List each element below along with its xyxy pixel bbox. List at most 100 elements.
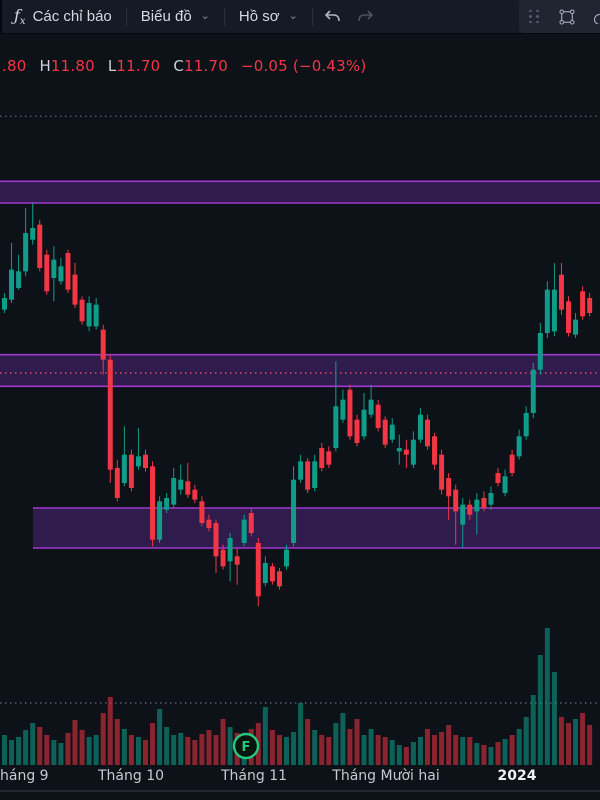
volume-bar [37, 727, 43, 765]
high-label: H [39, 57, 51, 75]
volume-bar [65, 733, 71, 765]
candle-body [312, 461, 318, 489]
volume-bar [375, 735, 381, 765]
upper-supply-zone[interactable] [0, 181, 600, 203]
candle-body [396, 448, 402, 452]
volume-bar [185, 737, 191, 765]
candle-body [86, 302, 92, 327]
time-axis[interactable]: háng 9 Tháng 10 Tháng 11 Tháng Mười hai 2024 [0, 768, 600, 790]
candle-body [340, 399, 346, 420]
candle-body [107, 359, 113, 470]
candle-body [150, 466, 156, 540]
candle-body [291, 479, 297, 544]
candle-body [16, 271, 22, 288]
financial-report-marker[interactable] [232, 732, 260, 760]
volume-bar [9, 740, 15, 765]
ohlc-legend: .80 H11.80 L11.70 C11.70 −0.05 (−0.43%) [2, 57, 366, 75]
volume-bar [199, 734, 205, 765]
candle-body [178, 479, 184, 490]
financial-report-letter: F [242, 740, 251, 755]
volume-bar [460, 737, 466, 765]
volume-bar [121, 729, 127, 765]
candle-body [199, 501, 205, 524]
chart-menu-button[interactable]: Biểu đồ ⌄ [129, 0, 222, 33]
volume-bar [30, 723, 36, 765]
rectangle-tool-button[interactable] [552, 0, 582, 33]
volume-bar [446, 725, 452, 765]
volume-bar [439, 732, 445, 765]
volume-bar [389, 740, 395, 765]
candle-body [361, 409, 367, 437]
candle-body [566, 301, 571, 333]
volume-bar [516, 729, 522, 765]
candle-body [234, 556, 240, 565]
volume-bar [220, 719, 226, 765]
change-value: −0.05 (−0.43%) [240, 57, 367, 75]
volume-bar [403, 747, 409, 765]
candle-body [425, 419, 430, 447]
clipped-tool-icon[interactable] [592, 10, 600, 24]
undo-button[interactable] [315, 0, 349, 33]
volume-bar [417, 737, 423, 765]
candle-body [368, 399, 374, 415]
candle-body [164, 498, 170, 510]
volume-bar [361, 735, 367, 765]
indicators-button[interactable]: ƒx Các chỉ báo [2, 0, 124, 33]
toolbar-divider [311, 7, 313, 26]
volume-bar [284, 737, 289, 765]
volume-bar [495, 742, 501, 765]
candle-body [262, 563, 268, 584]
volume-bar [23, 730, 29, 765]
volume-bar [164, 727, 170, 765]
volume-bar [58, 743, 64, 765]
volume-bar [566, 723, 571, 765]
candle-body [446, 478, 452, 497]
volume-bar [107, 697, 113, 765]
volume-bar [213, 735, 219, 765]
volume-bar [573, 719, 579, 765]
candle-body [488, 493, 494, 505]
candle-body [284, 549, 289, 567]
candle-body [580, 291, 586, 317]
candle-body [220, 549, 226, 567]
x-axis-label: 2024 [497, 768, 537, 784]
x-axis-label: Tháng 11 [220, 768, 288, 784]
volume-bar [86, 737, 92, 765]
candle-body [573, 319, 579, 335]
candle-body [100, 329, 106, 360]
candle-body [481, 498, 487, 509]
profile-menu-label: Hồ sơ [238, 8, 280, 25]
volume-bar [544, 628, 550, 765]
profile-menu-button[interactable]: Hồ sơ ⌄ [227, 0, 310, 33]
candle-body [326, 451, 332, 465]
volume-bar [312, 730, 318, 765]
drag-handle-icon[interactable] [527, 6, 542, 28]
candle-body [587, 297, 593, 313]
volume-bar [72, 720, 78, 765]
candle-body [551, 289, 557, 332]
function-icon: ƒx [14, 6, 26, 27]
volume-bar [93, 735, 99, 765]
volume-bar [206, 730, 212, 765]
volume-bar [537, 655, 543, 765]
candle-body [30, 227, 36, 240]
candle-body [403, 449, 409, 455]
volume-bar [79, 730, 85, 765]
candle-body [354, 419, 360, 444]
lower-demand-zone[interactable] [33, 508, 600, 549]
chart-menu-label: Biểu đồ [140, 8, 192, 25]
candle-body [558, 274, 564, 310]
volume-bar [298, 703, 304, 765]
redo-button[interactable] [349, 0, 383, 33]
candle-body [157, 501, 163, 540]
candle-body [44, 254, 50, 292]
candle-body [495, 473, 501, 484]
middle-zone[interactable] [0, 354, 600, 387]
volume-bar [453, 735, 459, 765]
x-axis-label: Tháng 10 [97, 768, 165, 784]
candle-body [37, 224, 43, 268]
candle-body [389, 424, 395, 440]
candle-body [114, 468, 120, 499]
